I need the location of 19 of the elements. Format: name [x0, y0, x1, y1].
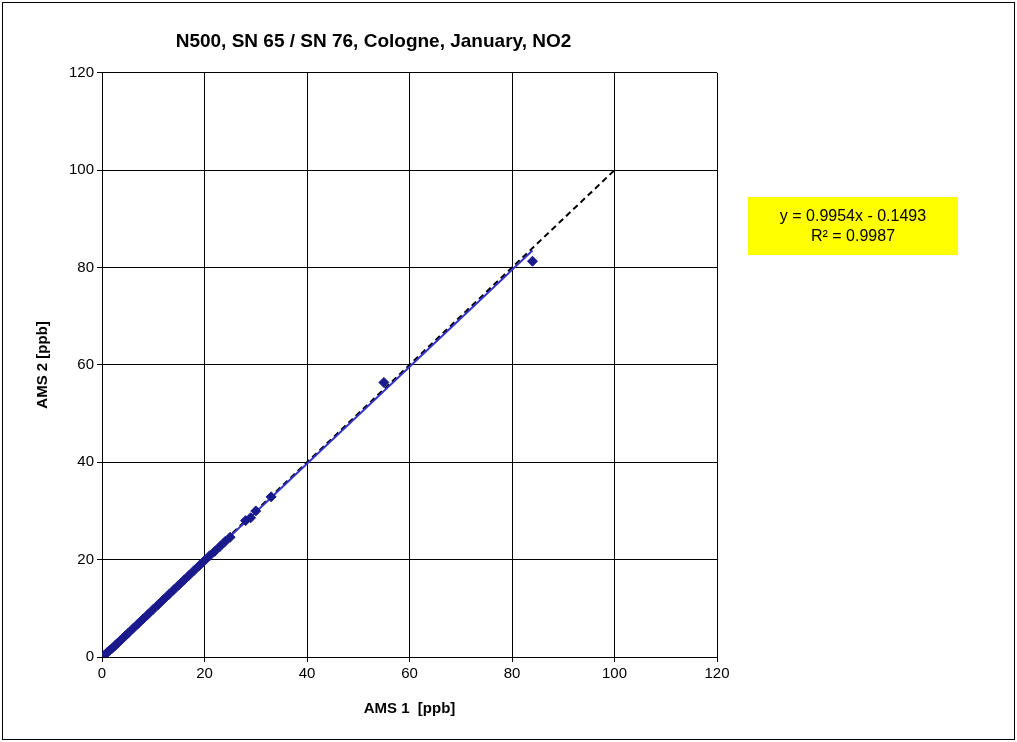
y-tick-label: 80	[77, 257, 95, 275]
y-tick-label: 60	[77, 355, 95, 373]
y-axis-title: AMS 2 [ppb]	[33, 321, 51, 409]
y-tick-label: 20	[77, 549, 95, 567]
x-tick-label: 60	[401, 664, 418, 682]
x-tick-label: 0	[97, 664, 107, 682]
x-tick-label: 100	[601, 664, 628, 682]
x-tick-label: 80	[503, 664, 521, 682]
y-tick-label: 40	[77, 452, 95, 470]
x-tick-label: 120	[704, 664, 730, 682]
x-axis-title: AMS 1 [ppb]	[363, 699, 456, 717]
x-tick-label: 20	[196, 664, 213, 682]
chart-title: N500, SN 65 / SN 76, Cologne, January, NO2	[175, 29, 572, 51]
text: y = 0.9954x - 0.1493	[778, 206, 928, 226]
y-tick-label: 100	[69, 160, 95, 178]
y-tick-label: 0	[85, 647, 95, 665]
y-tick-label: 120	[69, 62, 95, 80]
x-tick-label: 40	[298, 664, 316, 682]
text: R² = 0.9987	[809, 226, 897, 246]
